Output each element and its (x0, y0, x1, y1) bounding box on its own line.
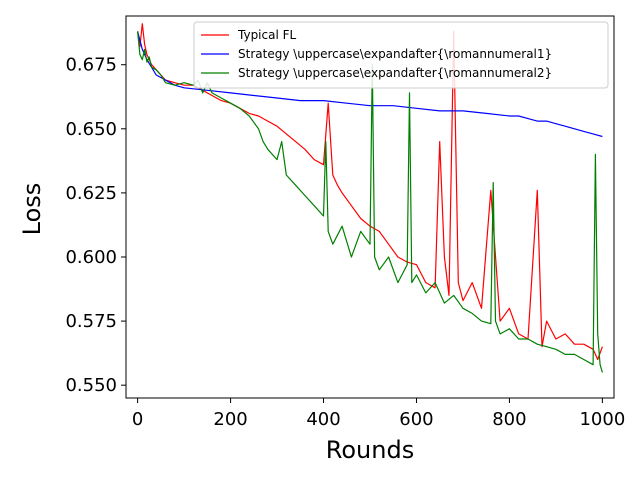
y-tick-label: 0.650 (65, 119, 117, 140)
y-tick-label: 0.675 (65, 55, 117, 76)
x-tick-label: 200 (213, 409, 247, 430)
plot-lines (137, 23, 603, 373)
series-line-0 (137, 23, 603, 361)
x-tick-label: 400 (306, 409, 340, 430)
legend-box (193, 21, 609, 89)
x-tick-label: 0 (132, 409, 143, 430)
y-tick-label: 0.625 (65, 183, 117, 204)
x-tick-label: 800 (492, 409, 526, 430)
series-line-2 (137, 31, 603, 373)
x-axis-ticks: 0 200 400 600 800 1000 (132, 398, 625, 430)
legend-label-strategy-2: Strategy \uppercase\expandafter{\romannu… (238, 66, 552, 80)
plot-frame (125, 15, 615, 399)
y-tick-label: 0.600 (65, 247, 117, 268)
y-axis-ticks: 0.550 0.575 0.600 0.625 0.650 0.675 (65, 55, 126, 396)
x-axis-title: Rounds (326, 436, 414, 464)
x-tick-label: 1000 (579, 409, 625, 430)
y-tick-label: 0.550 (65, 375, 117, 396)
legend-label-strategy-1: Strategy \uppercase\expandafter{\romannu… (238, 47, 552, 61)
legend-label-typical-fl: Typical FL (237, 28, 297, 42)
legend: Typical FL Strategy \uppercase\expandaft… (193, 21, 609, 89)
y-tick-label: 0.575 (65, 311, 117, 332)
x-tick-label: 600 (399, 409, 433, 430)
y-axis-title: Loss (18, 183, 46, 236)
